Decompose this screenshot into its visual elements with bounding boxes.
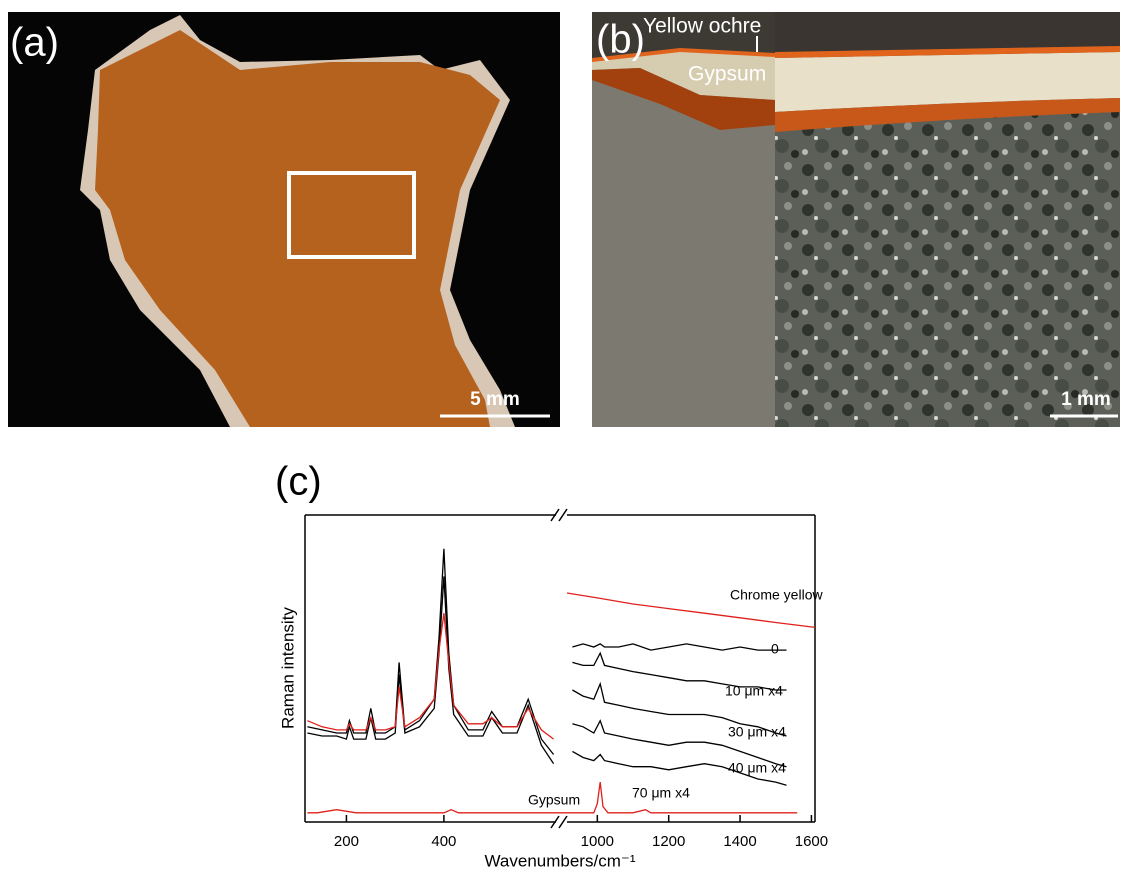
spectrum: [307, 549, 553, 755]
x-tick-label: 1000: [581, 833, 614, 850]
panel-label: (c): [275, 460, 322, 504]
x-tick-label: 1200: [652, 833, 685, 850]
x-axis-label: Wavenumbers/cm⁻¹: [485, 851, 636, 870]
x-tick-label: 400: [431, 833, 456, 850]
panel-label: (b): [596, 18, 645, 62]
series-label: Gypsum: [528, 792, 580, 808]
spectrum: [307, 576, 553, 763]
figure: 5 mm (a) Yellow ochre Gypsum (b) 1 mm (c…: [0, 0, 1128, 877]
layer-label: Yellow ochre: [643, 15, 761, 38]
axes-frame: [305, 509, 815, 828]
y-axis-label: Raman intensity: [278, 607, 297, 729]
series-label: 30 μm x4: [728, 724, 786, 740]
series-label: 40 μm x4: [728, 760, 786, 776]
spectrum: [307, 613, 553, 739]
scale-label: 1 mm: [1061, 389, 1111, 410]
series-label: 0: [771, 641, 779, 657]
series-label: 70 μm x4: [632, 785, 690, 801]
x-tick-label: 1600: [795, 833, 828, 850]
page: 5 mm (a) Yellow ochre Gypsum (b) 1 mm (c…: [0, 0, 1128, 882]
resin: [775, 12, 1120, 52]
series-label: Chrome yellow: [730, 587, 823, 603]
series-label: 10 μm x4: [725, 683, 783, 699]
scale-label: 5 mm: [470, 389, 520, 410]
panel-label: (a): [10, 21, 59, 65]
x-tick-label: 1400: [723, 833, 756, 850]
spectrum: [572, 644, 786, 650]
x-tick-label: 200: [334, 833, 359, 850]
layer-label: Gypsum: [688, 63, 766, 86]
